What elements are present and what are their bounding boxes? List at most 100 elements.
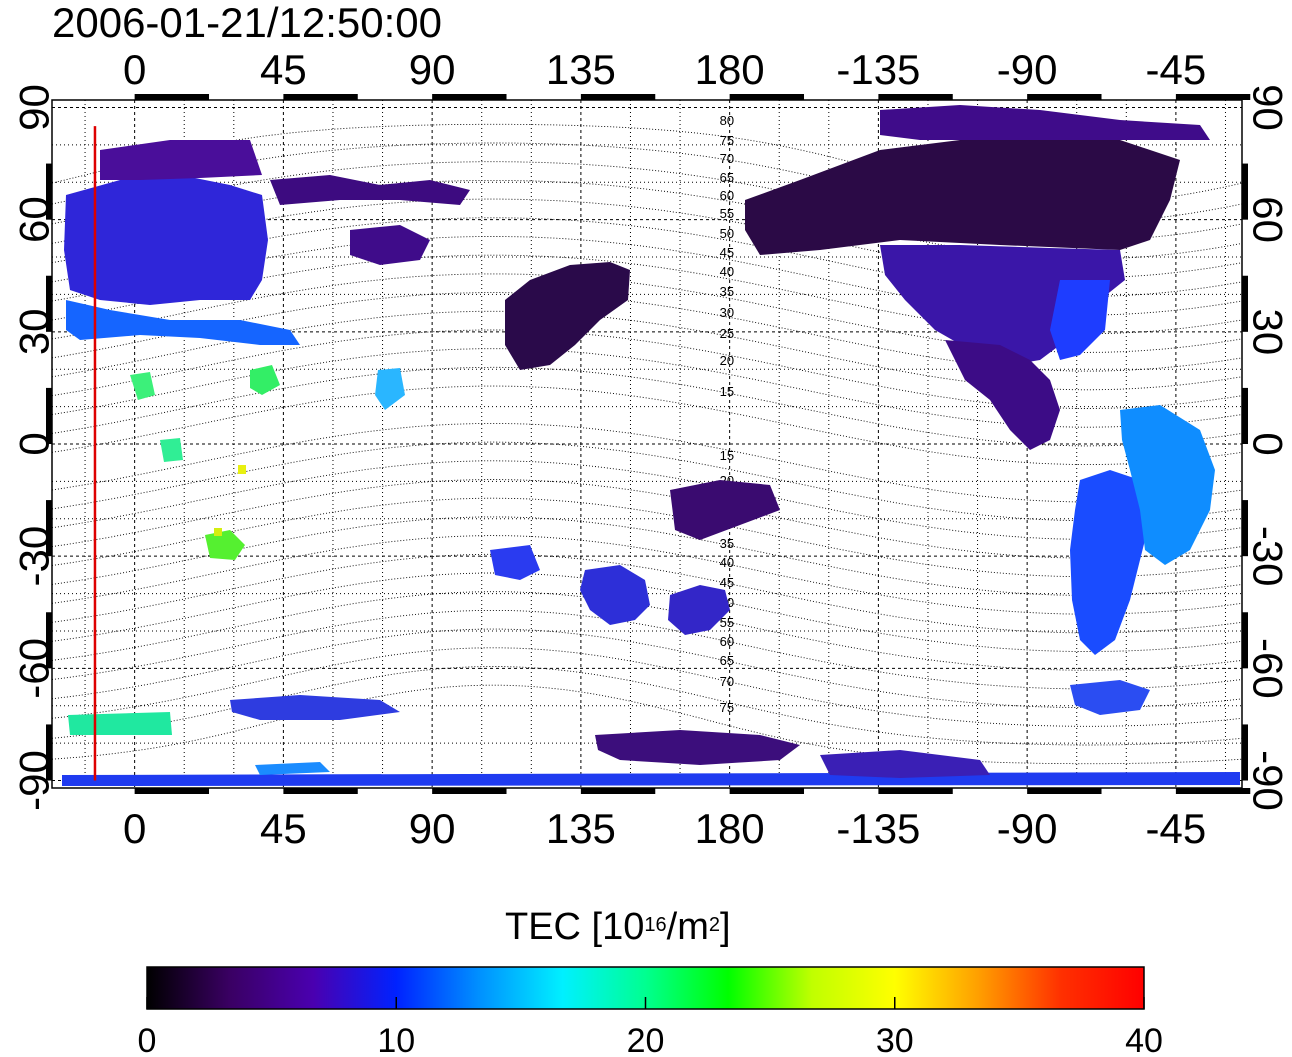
tec-patch-scandinavia <box>100 140 262 180</box>
maglat-contour <box>52 441 1242 522</box>
maglat-contour <box>52 479 1242 559</box>
colorbar-title: TEC [1016/m2] <box>505 905 731 949</box>
frame-segment-bottom <box>580 788 656 794</box>
frame-segment-right <box>1242 275 1248 332</box>
frame-segment-bottom <box>729 788 805 794</box>
maglat-label: 70 <box>720 674 734 689</box>
tec-patch-europe-south <box>66 300 300 345</box>
lat-tick-label-left: -60 <box>11 638 58 699</box>
tec-patch-arctic-canada <box>880 105 1210 140</box>
maglat-contour <box>52 516 1242 596</box>
frame-segment-bottom <box>1027 788 1102 794</box>
maglat-contour <box>52 142 1242 222</box>
frame-segment-left <box>46 612 52 669</box>
maglat-label: 60 <box>720 188 734 203</box>
frame-segment-right <box>1242 387 1248 444</box>
maglat-contour <box>52 553 1242 634</box>
map-frame-ticks <box>46 94 1251 794</box>
frame-segment-right <box>1242 612 1248 669</box>
bottom-longitude-labels: 0 45 90 135 180 -135 -90 -45 <box>123 805 1206 852</box>
maglat-label: 45 <box>720 245 734 260</box>
lon-tick-label-top: 90 <box>409 46 456 93</box>
maglat-contour <box>52 198 1242 279</box>
tec-patch-mexico <box>945 340 1060 450</box>
frame-segment-right <box>1242 163 1248 220</box>
colorbar-title-main: TEC [10 <box>505 906 645 948</box>
lon-tick-label-bottom: 135 <box>546 805 616 852</box>
tec-patch-africa-central <box>160 438 183 462</box>
frame-segment-right <box>1242 724 1248 781</box>
tec-patch-europe <box>64 175 268 305</box>
frame-segment-left <box>46 500 52 557</box>
tec-patch-antarctica-cyan <box>255 762 330 775</box>
lat-tick-label-right: -60 <box>1244 638 1291 699</box>
maglat-label: 40 <box>720 264 734 279</box>
maglat-label: 15 <box>720 384 734 399</box>
frame-segment-bottom <box>283 788 358 794</box>
maglat-label: 65 <box>720 653 734 668</box>
maglat-contour <box>52 684 1242 765</box>
lat-tick-label-right: 30 <box>1244 308 1291 355</box>
maglat-label: 70 <box>720 151 734 166</box>
lat-tick-label-right: -90 <box>1244 750 1291 811</box>
lat-tick-label-left: 90 <box>11 84 58 131</box>
maglat-label: 75 <box>720 700 734 715</box>
tec-patch-africa-yellow <box>238 465 246 474</box>
lat-tick-label-left: 60 <box>11 196 58 243</box>
lon-tick-label-bottom: -135 <box>836 805 920 852</box>
tec-patch-usa-east <box>1050 280 1110 360</box>
colorbar-tick-label: 20 <box>627 1022 665 1057</box>
frame-segment-top <box>134 94 210 100</box>
maglat-label: 20 <box>720 353 734 368</box>
maglat-label: 35 <box>720 536 734 551</box>
colorbar-tick-label: 0 <box>138 1022 157 1057</box>
colorbar-title-mid: /m <box>666 906 709 948</box>
maglat-contour <box>52 572 1242 652</box>
frame-segment-top <box>580 94 656 100</box>
maglat-contour <box>52 647 1242 727</box>
colorbar-ticks: 0 10 20 30 40 <box>138 997 1163 1057</box>
maglat-contour <box>52 591 1242 671</box>
maglat-contour <box>52 123 1242 204</box>
tec-patch-asia-north <box>270 175 470 205</box>
colorbar-tick-label: 40 <box>1125 1022 1163 1057</box>
lat-tick-label-left: 0 <box>11 432 58 455</box>
tec-patch-africa-spot-yellow <box>214 528 222 536</box>
tec-patch-antarctica-peninsula <box>1070 680 1150 715</box>
frame-segment-top <box>432 94 507 100</box>
tec-patch-asia-mid <box>350 225 430 265</box>
maglat-label: 35 <box>720 284 734 299</box>
map-title: 2006-01-21/12:50:00 <box>52 0 442 46</box>
frame-segment-right <box>1242 500 1248 557</box>
lat-tick-label-right: -30 <box>1244 526 1291 587</box>
maglat-contour <box>52 497 1242 578</box>
right-latitude-labels: 90 60 30 0 -30 -60 -90 <box>1244 84 1291 811</box>
lon-tick-label-bottom: -90 <box>997 805 1058 852</box>
maglat-label: 30 <box>720 305 734 320</box>
frame-segment-left <box>46 724 52 781</box>
frame-segment-top <box>878 94 953 100</box>
maglat-label: 65 <box>720 170 734 185</box>
tec-patch-africa-west <box>130 372 155 400</box>
maglat-contour <box>52 161 1242 241</box>
frame-segment-left <box>46 275 52 332</box>
tec-patch-antarctica-west <box>820 750 990 778</box>
frame-segment-bottom <box>1175 788 1251 794</box>
maglat-contour <box>52 628 1242 709</box>
lon-tick-label-top: -90 <box>997 46 1058 93</box>
frame-segment-bottom <box>878 788 953 794</box>
frame-segment-top <box>1175 94 1251 100</box>
frame-segment-top <box>283 94 358 100</box>
tec-patch-africa-south <box>205 530 245 560</box>
lon-tick-label-bottom: 0 <box>123 805 146 852</box>
tec-patch-se-asia <box>490 545 540 580</box>
lon-tick-label-top: 135 <box>546 46 616 93</box>
maglat-label: 40 <box>720 555 734 570</box>
tec-patch-brazil <box>1120 405 1215 565</box>
maglat-label: 15 <box>720 448 734 463</box>
maglat-label: 50 <box>720 226 734 241</box>
top-longitude-labels: 0 45 90 135 180 -135 -90 -45 <box>123 46 1206 93</box>
lon-tick-label-bottom: 180 <box>695 805 765 852</box>
lat-tick-label-right: 90 <box>1244 84 1291 131</box>
